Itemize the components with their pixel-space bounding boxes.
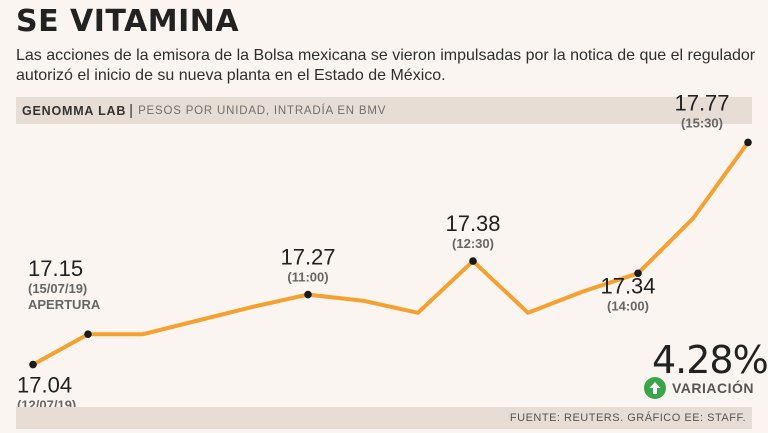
point-session-label: APERTURA — [28, 297, 101, 312]
point-time-label: (15/07/19) — [28, 281, 87, 296]
variation-percent: 4.28% — [652, 338, 768, 382]
data-point-marker — [744, 138, 752, 147]
source-footer: FUENTE: REUTERS. GRÁFICO EE: STAFF. — [16, 407, 752, 429]
point-value-label: 17.27 — [280, 245, 335, 270]
data-point-marker — [29, 360, 37, 369]
variation-label: VARIACIÓN — [672, 380, 755, 396]
chart-title: SE VITAMINA — [16, 4, 240, 39]
point-time-label: (14:00) — [607, 298, 649, 313]
point-time-label: (11:00) — [287, 270, 328, 285]
chart-subtitle: Las acciones de la emisora de la Bolsa m… — [16, 47, 756, 84]
source-text: FUENTE: REUTERS. GRÁFICO EE: STAFF. — [509, 412, 746, 424]
point-value-label: 17.77 — [674, 90, 729, 115]
point-value-label: 17.04 — [17, 373, 72, 398]
data-point-marker — [84, 330, 92, 339]
point-value-label: 17.15 — [28, 256, 83, 281]
variation-indicator: VARIACIÓN — [644, 377, 754, 399]
arrow-up-icon — [644, 377, 666, 399]
point-time-label: (15:30) — [681, 115, 723, 130]
point-time-label: (12:30) — [452, 236, 494, 251]
label-bar: GENOMMA LAB | PESOS POR UNIDAD, INTRADÍA… — [16, 97, 752, 124]
point-value-label: 17.34 — [600, 273, 655, 298]
label-separator: | — [129, 102, 134, 119]
company-label: GENOMMA LAB — [22, 103, 127, 118]
data-point-marker — [469, 257, 477, 265]
data-point-marker — [304, 290, 312, 299]
units-label: PESOS POR UNIDAD, INTRADÍA EN BMV — [138, 104, 387, 117]
data-point-marker — [634, 269, 642, 278]
point-value-label: 17.38 — [445, 211, 500, 236]
price-line — [31, 140, 750, 367]
